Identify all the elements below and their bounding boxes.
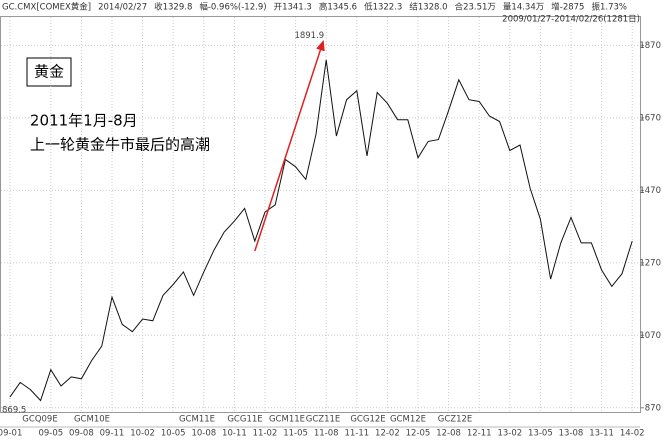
chart-title: 黄金 xyxy=(34,63,64,81)
header-item: GC.CMX[COMEX黄金] xyxy=(2,2,91,13)
x-tick-label: 10-11 xyxy=(222,429,247,439)
contract-label: GCZ12E xyxy=(438,415,473,425)
x-tick-label: 10-02 xyxy=(130,429,155,439)
x-tick-label: 09-05 xyxy=(38,429,63,439)
header-item: 高1345.6 xyxy=(319,2,357,13)
contract-label: GCM10E xyxy=(74,415,110,425)
annotation: 上一轮黄金牛市最后的高潮 xyxy=(30,136,210,154)
x-tick-label: 13-08 xyxy=(559,429,584,439)
contract-label: GCQ09E xyxy=(22,415,57,425)
header-item: 2014/02/27 xyxy=(98,3,147,13)
x-tick-label: 11-11 xyxy=(344,429,369,439)
x-tick-label: 13-02 xyxy=(497,429,522,439)
plot-frame xyxy=(0,16,641,413)
x-tick-label: 11-08 xyxy=(314,429,339,439)
x-tick-label: 13-11 xyxy=(589,429,614,439)
contract-label: GCG11E xyxy=(227,415,262,425)
price-line xyxy=(9,59,633,402)
x-tick-label: 09-11 xyxy=(100,429,125,439)
y-tick-label: 1070 xyxy=(639,331,661,341)
header-item: 低1322.3 xyxy=(364,2,402,13)
title-box xyxy=(26,57,72,87)
contract-label: GCM12E xyxy=(390,415,426,425)
x-tick-label: 09-01 xyxy=(0,429,22,439)
x-tick-label: 10-05 xyxy=(161,429,186,439)
contract-label: GCM11E xyxy=(269,415,305,425)
x-tick-label: 14-02 xyxy=(620,429,645,439)
y-tick-label: 1870 xyxy=(639,41,661,51)
low-label: 869.5 xyxy=(2,405,26,415)
x-tick-label: 09-08 xyxy=(69,429,94,439)
x-tick-label: 10-08 xyxy=(191,429,216,439)
contract-label: GCG12E xyxy=(350,415,385,425)
x-tick-label: 12-11 xyxy=(467,429,492,439)
x-tick-label: 13-05 xyxy=(528,429,553,439)
x-tick-label: 12-08 xyxy=(436,429,461,439)
x-tick-label: 12-02 xyxy=(375,429,400,439)
arrow xyxy=(254,40,325,252)
header-item: 量14.34万 xyxy=(503,3,544,13)
contract-label: GCM11E xyxy=(179,415,215,425)
header-item: 增-2875 xyxy=(551,2,584,13)
contract-label: GCZ11E xyxy=(306,415,341,425)
x-tick-label: 11-02 xyxy=(253,429,278,439)
header-item: 收1329.8 xyxy=(154,2,192,13)
x-tick-label: 12-05 xyxy=(406,429,431,439)
header-item: 结1328.0 xyxy=(409,2,447,13)
high-label: 1891.9 xyxy=(294,31,324,41)
y-tick-label: 1270 xyxy=(639,258,661,268)
x-tick-label: 11-05 xyxy=(283,429,308,439)
y-tick-label: 1470 xyxy=(639,186,661,196)
range-label: 2009/01/27-2014/02/26(1281日) xyxy=(502,15,640,25)
header-item: 合23.51万 xyxy=(455,2,496,13)
header-item: 开1341.3 xyxy=(274,3,312,13)
header-item: 振1.73% xyxy=(591,2,627,13)
annotation: 2011年1月-8月 xyxy=(30,112,138,130)
header-item: 幅-0.96%(-12.9) xyxy=(199,2,266,13)
y-tick-label: 870 xyxy=(645,403,661,413)
y-tick-label: 1670 xyxy=(639,113,661,123)
